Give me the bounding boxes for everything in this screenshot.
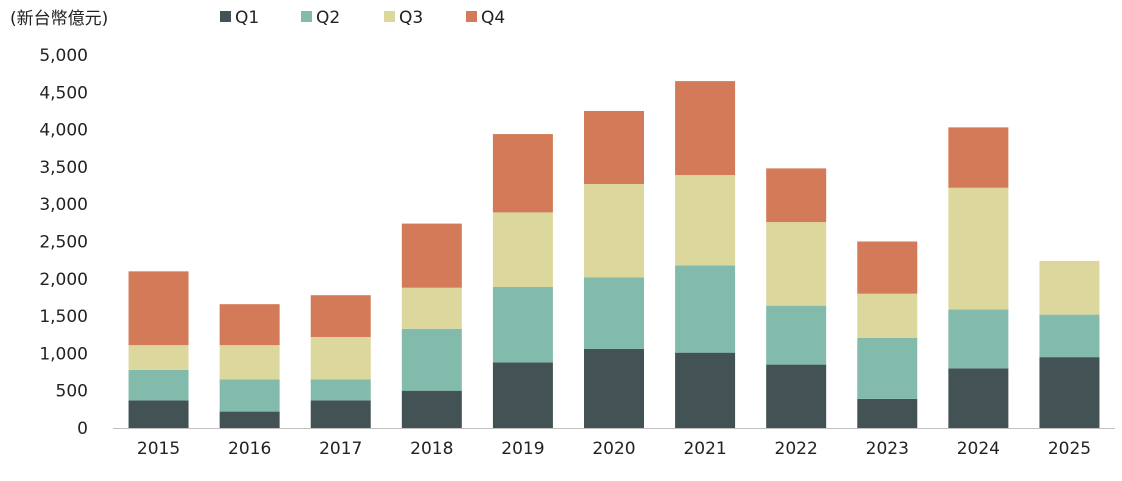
bar-2020-q3 [584,184,644,278]
bar-2025-q1 [1039,357,1100,428]
legend-label-q1: Q1 [235,8,259,28]
bar-2020-q1 [584,348,644,428]
bar-2024-q1 [948,368,1009,428]
y-tick-label: 3,000 [39,195,88,215]
bar-2025-q3 [1039,260,1100,315]
y-tick-label: 5,000 [39,46,88,66]
bar-2022-q4 [766,168,827,223]
x-tick-label: 2024 [957,439,1000,459]
bar-2018-q1 [401,390,462,428]
y-axis: 0 500 1,000 1,500 2,000 2,500 3,000 3,500 4,000 4… [39,46,88,439]
bar-2019-q2 [492,287,553,363]
x-tick-label: 2015 [137,439,180,459]
bar-2016-q3 [219,345,280,380]
x-tick-label: 2021 [683,439,726,459]
bar-2017-q3 [310,336,371,380]
legend-swatch-q4 [466,11,477,22]
bar-2016-q4 [219,304,280,346]
x-tick-label: 2017 [319,439,362,459]
bar-2023-q3 [857,293,918,338]
y-tick-label: 2,000 [39,270,88,290]
y-tick-label: 1,000 [39,344,88,364]
bars [128,81,1100,428]
bar-2022-q3 [766,222,827,306]
bar-2018-q2 [401,328,462,391]
legend-swatch-q2 [301,11,312,22]
bar-2016-q2 [219,379,280,412]
bar-2017-q1 [310,400,371,428]
bar-2020-q4 [584,110,644,185]
x-tick-label: 2023 [866,439,909,459]
unit-label: (新台幣億元) [10,9,108,29]
bar-2019-q4 [492,134,553,213]
bar-2015-q3 [128,345,189,370]
bar-2021-q2 [675,265,736,353]
bar-2020-q2 [584,277,644,349]
bar-2025-q2 [1039,314,1100,358]
y-tick-label: 4,000 [39,121,88,141]
bar-2022-q2 [766,305,827,365]
bar-2018-q4 [401,223,462,288]
x-tick-label: 2022 [775,439,818,459]
y-tick-label: 500 [56,382,88,402]
bar-2019-q3 [492,212,553,288]
y-tick-label: 4,500 [39,83,88,103]
x-axis: 2015 2016 2017 2018 2019 2020 2021 2022 2023 2024… [137,439,1091,459]
x-tick-label: 2016 [228,439,271,459]
bar-2015-q2 [128,369,189,401]
x-tick-label: 2020 [592,439,635,459]
bar-2023-q1 [857,398,918,428]
bar-2016-q1 [219,411,280,428]
legend-swatch-q3 [384,11,395,22]
legend-label-q4: Q4 [481,8,505,28]
legend-swatch-q1 [220,11,231,22]
y-tick-label: 3,500 [39,158,88,178]
bar-2023-q4 [857,241,918,294]
bar-2022-q1 [766,364,827,428]
x-tick-label: 2019 [501,439,544,459]
legend-label-q3: Q3 [399,8,423,28]
legend-label-q2: Q2 [316,8,340,28]
bar-2024-q4 [948,127,1009,188]
x-tick-label: 2025 [1048,439,1091,459]
bar-2021-q3 [675,175,736,266]
bar-2015-q1 [128,400,189,428]
bar-2018-q3 [401,287,462,329]
bar-2021-q1 [675,352,736,428]
bar-2021-q4 [675,81,736,176]
bar-2017-q4 [310,295,371,337]
y-tick-label: 2,500 [39,233,88,253]
legend: Q1 Q2 Q3 Q4 [220,8,505,28]
bar-2015-q4 [128,271,189,346]
y-tick-label: 1,500 [39,307,88,327]
bar-2024-q3 [948,187,1009,310]
y-tick-label: 0 [77,419,88,439]
bar-2024-q2 [948,309,1009,369]
x-tick-label: 2018 [410,439,453,459]
bar-2019-q1 [492,362,553,428]
bar-2023-q2 [857,337,918,399]
bar-2017-q2 [310,379,371,401]
